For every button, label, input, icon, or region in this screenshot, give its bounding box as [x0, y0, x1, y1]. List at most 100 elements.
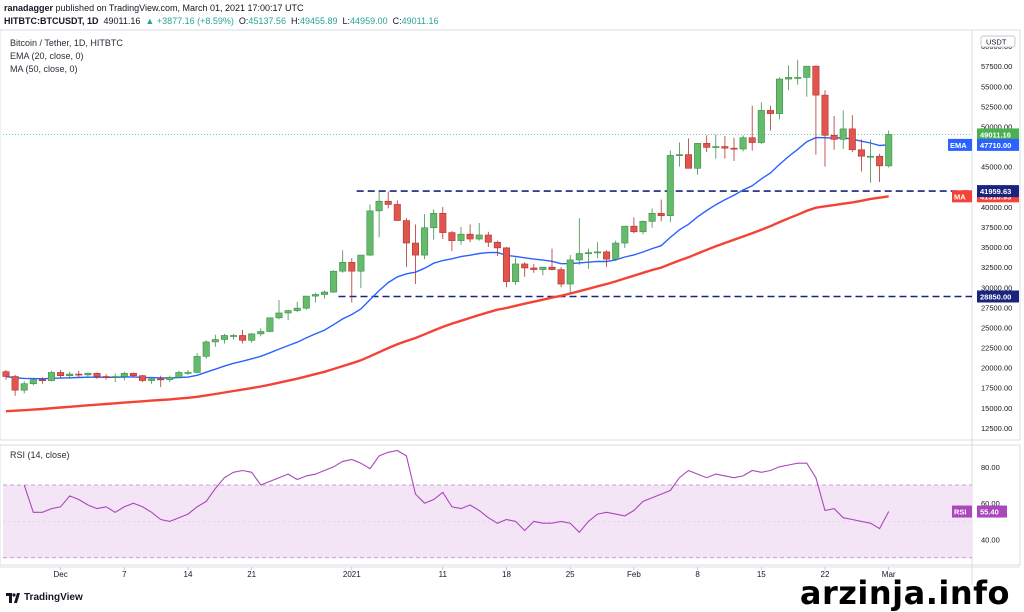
candle-body — [302, 295, 310, 309]
candle-body — [293, 307, 301, 311]
candle-body — [575, 253, 583, 261]
y-tick-label: 35000.00 — [981, 243, 1012, 252]
rsi-name-tag: RSI — [954, 508, 967, 517]
candle-body — [120, 372, 128, 377]
x-tick-label: 18 — [502, 570, 511, 579]
author-name[interactable]: ranadagger — [4, 3, 54, 13]
candle-body — [457, 233, 465, 241]
candle-body — [666, 155, 674, 217]
y-tick-label: 30000.00 — [981, 283, 1012, 292]
candle-body — [785, 77, 793, 80]
candle-body — [630, 225, 638, 233]
rsi-tick-label: 40.00 — [981, 536, 1000, 545]
candle-body — [694, 143, 702, 169]
candle-body — [339, 262, 347, 272]
candle-body — [111, 376, 119, 378]
candle-body — [284, 310, 292, 314]
candle-body — [675, 154, 683, 156]
candle-body — [20, 383, 28, 391]
candle-body — [157, 378, 165, 381]
y-tick-label: 45000.00 — [981, 163, 1012, 172]
candle-body — [876, 155, 884, 167]
candle-body — [357, 254, 365, 272]
candle-body — [84, 372, 92, 376]
candle-body — [730, 147, 738, 150]
open-label: O: — [238, 16, 249, 26]
tradingview-logo[interactable]: TradingView — [6, 592, 83, 603]
candle-body — [557, 269, 565, 285]
candle-body — [248, 333, 256, 341]
candle-body — [866, 155, 874, 158]
last-price-tag-label: 49011.16 — [980, 130, 1011, 139]
candle-body — [593, 251, 601, 254]
ma-line — [5, 195, 889, 413]
x-tick-label: 2021 — [343, 570, 361, 579]
candle-body — [220, 335, 228, 340]
candle-body — [502, 247, 510, 282]
candle-body — [11, 376, 19, 391]
candle-body — [411, 242, 419, 256]
candle-body — [794, 77, 802, 79]
candle-body — [512, 263, 520, 282]
tradingview-icon — [6, 592, 20, 603]
candle-body — [257, 331, 265, 335]
candle-body — [275, 312, 283, 319]
candle-body — [885, 134, 893, 167]
x-tick-label: 21 — [247, 570, 256, 579]
y-tick-label: 40000.00 — [981, 203, 1012, 212]
y-tick-label: 32500.00 — [981, 263, 1012, 272]
candle-body — [721, 146, 729, 149]
candle-body — [202, 341, 210, 357]
currency-box — [980, 35, 1016, 48]
x-tick-label: Mar — [882, 570, 896, 579]
x-tick-label: 8 — [695, 570, 700, 579]
candle-body — [475, 234, 483, 240]
y-tick-label: 27500.00 — [981, 303, 1012, 312]
candle-body — [239, 335, 247, 341]
high-value: 49455.89 — [299, 16, 338, 26]
candle-body — [521, 263, 529, 269]
candle-body — [584, 252, 592, 254]
candle-body — [93, 372, 101, 377]
candle-body — [657, 212, 665, 217]
candle-body — [384, 200, 392, 205]
y-tick-label: 52500.00 — [981, 102, 1012, 111]
rsi-tick-label: 60.00 — [981, 499, 1000, 508]
candle-body — [712, 146, 720, 148]
x-tick-label: Feb — [627, 570, 641, 579]
candle-body — [66, 373, 74, 376]
candle-body — [230, 335, 238, 337]
candle-body — [821, 94, 829, 136]
candle-body — [493, 241, 501, 249]
ma-name-tag-bg — [952, 190, 972, 203]
chart-title: Bitcoin / Tether, 1D, HITBTC — [10, 38, 123, 48]
candle-body — [402, 220, 410, 244]
ema-name-tag: EMA — [950, 141, 967, 150]
candle-body — [748, 137, 756, 143]
close-label: C: — [392, 16, 402, 26]
candle-body — [757, 110, 765, 143]
candle-body — [648, 212, 656, 222]
candle-body — [375, 200, 383, 212]
candle-body — [830, 135, 838, 140]
published-text: published on TradingView.com, March 01, … — [55, 3, 304, 13]
candle-body — [439, 212, 447, 233]
y-tick-label: 57500.00 — [981, 62, 1012, 71]
low-label: L: — [342, 16, 351, 26]
x-tick-label: Dec — [53, 570, 67, 579]
ema-legend: EMA (20, close, 0) — [10, 51, 84, 61]
candle-body — [311, 294, 319, 297]
candle-body — [566, 259, 574, 285]
candle-body — [193, 356, 201, 373]
y-tick-label: 17500.00 — [981, 384, 1012, 393]
high-label: H: — [290, 16, 300, 26]
support-tag-bg — [977, 290, 1019, 303]
candle-body — [430, 212, 438, 229]
x-tick-label: 7 — [122, 570, 127, 579]
candle-body — [739, 137, 747, 150]
close-value: 49011.16 — [401, 16, 439, 26]
candle-body — [102, 376, 110, 378]
candle-body — [775, 78, 783, 114]
rsi-name-tag-bg — [952, 505, 972, 518]
